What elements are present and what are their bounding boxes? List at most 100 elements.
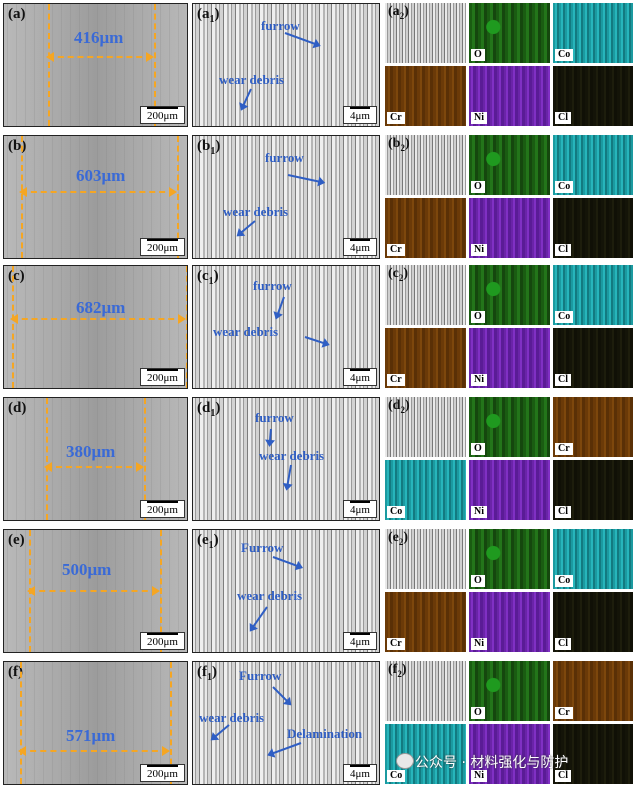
panel-label: (e2) [388,530,409,547]
panel-label: (c1) [197,268,219,287]
annotation-arrow [272,686,291,705]
feature-annotation: wear debris [237,588,303,603]
scale-bar-text: 200μm [147,504,178,516]
annotation-arrow [250,606,268,631]
scale-bar-text: 4μm [350,372,370,384]
element-label: Cl [555,244,571,256]
scale-bar: 200μm [140,238,185,256]
feature-annotation: furrow [253,278,292,293]
panel-label: (b2) [388,136,410,153]
wear-track-boundary [21,136,179,258]
panel-label: (a1) [197,6,220,25]
eds-sem-image: (a2) [385,3,466,63]
wear-track-panel: (d) 380μm 200μm [3,397,188,521]
panel-letter: d [202,400,211,416]
feature-annotation: Furrow [239,668,282,683]
panel-subscript: 2 [398,272,404,283]
eds-map-group: (c2) O Co Cr Ni Cl [385,265,633,389]
wear-track-panel: (e) 500μm 200μm [3,529,188,653]
element-label: Cr [387,638,405,650]
eds-map-co: Co [385,460,466,520]
figure-row: (e) 500μm 200μm (e1) Furrow wear debris 4μm (e2… [0,529,635,653]
scale-bar-line [147,633,178,635]
scale-bar: 4μm [343,238,377,256]
eds-map-cl: Cl [553,198,633,258]
panel-label: (a2) [388,4,409,21]
scale-bar: 200μm [140,632,185,650]
panel-subscript: 1 [207,672,212,683]
panel-label: (e) [8,532,25,548]
wear-width-label: 603μm [76,166,126,185]
scale-bar-line [350,765,370,767]
feature-annotation: furrow [265,150,304,165]
wear-width-label: 571μm [66,726,116,745]
panel-label: (d2) [388,398,410,415]
panel-label: (f) [8,664,23,680]
element-label: Ni [471,244,487,256]
annotation-arrow [268,742,302,756]
element-label: O [471,181,485,193]
scale-bar-line [147,369,178,371]
element-label: Cl [555,112,571,124]
annotation-arrow [287,174,324,184]
panel-letter: a [392,4,400,19]
figure-row: (a) 416μm 200μm (a1) furrow wear debris 4μm (a2… [0,3,635,127]
scale-bar-text: 200μm [147,110,178,122]
eds-map-cl: Cl [553,460,633,520]
annotation-arrow [272,556,302,569]
scale-bar-text: 4μm [350,242,370,254]
wear-track-panel: (f) 571μm 200μm [3,661,188,785]
wear-track-boundary [12,266,187,388]
panel-letter: c [392,266,399,281]
wear-track-panel: (a) 416μm 200μm [3,3,188,127]
annotation-arrow [211,724,230,740]
eds-map-ni: Ni [469,198,550,258]
element-label: Cl [555,506,571,518]
panel-label: (c2) [388,266,409,283]
scale-bar-line [350,501,370,503]
element-label: Ni [471,506,487,518]
eds-map-cr: Cr [553,661,633,721]
eds-map-cr: Cr [385,592,466,652]
wear-track-boundary [20,662,172,784]
eds-map-cr: Cr [385,198,466,258]
panel-label: (f1) [197,664,217,683]
eds-sem-image: (e2) [385,529,466,589]
element-label: Cr [555,707,573,719]
morphology-panel: (b1) furrow wear debris 4μm [192,135,380,259]
wear-track-panel: (b) 603μm 200μm [3,135,188,259]
width-dimension-arrow [46,52,154,62]
element-label: Co [387,506,406,518]
element-label: O [471,707,485,719]
morphology-panel: (c1) furrow wear debris 4μm [192,265,380,389]
panel-letter: b [392,136,401,151]
panel-label: (a) [8,6,26,22]
eds-map-cl: Cl [553,724,633,784]
scale-bar-line [147,107,178,109]
element-label: Cr [387,374,405,386]
eds-map-o: O [469,135,550,195]
watermark-text: 公众号 · 材料强化与防护 [415,755,569,771]
eds-map-o: O [469,397,550,457]
panel-subscript: 2 [400,404,405,415]
element-label: Ni [471,112,487,124]
morphology-panel: (d1) furrow wear debris 4μm [192,397,380,521]
eds-map-cl: Cl [553,592,633,652]
scale-bar: 200μm [140,106,185,124]
scale-bar: 4μm [343,500,377,518]
panel-letter: b [202,138,211,154]
element-label: Cr [555,443,573,455]
scale-bar-text: 200μm [147,372,178,384]
eds-map-o: O [469,661,550,721]
scale-bar-line [350,633,370,635]
eds-sem-image: (b2) [385,135,466,195]
scale-bar-text: 200μm [147,768,178,780]
eds-sem-image: (c2) [385,265,466,325]
panel-subscript: 1 [208,540,214,551]
wechat-icon [396,753,414,769]
panel-subscript: 2 [399,10,405,21]
wear-width-label: 416μm [74,28,124,47]
panel-subscript: 2 [397,668,402,679]
eds-map-ni: Ni [469,66,550,126]
eds-map-group: (d2) O Cr Co Ni Cl [385,397,633,521]
